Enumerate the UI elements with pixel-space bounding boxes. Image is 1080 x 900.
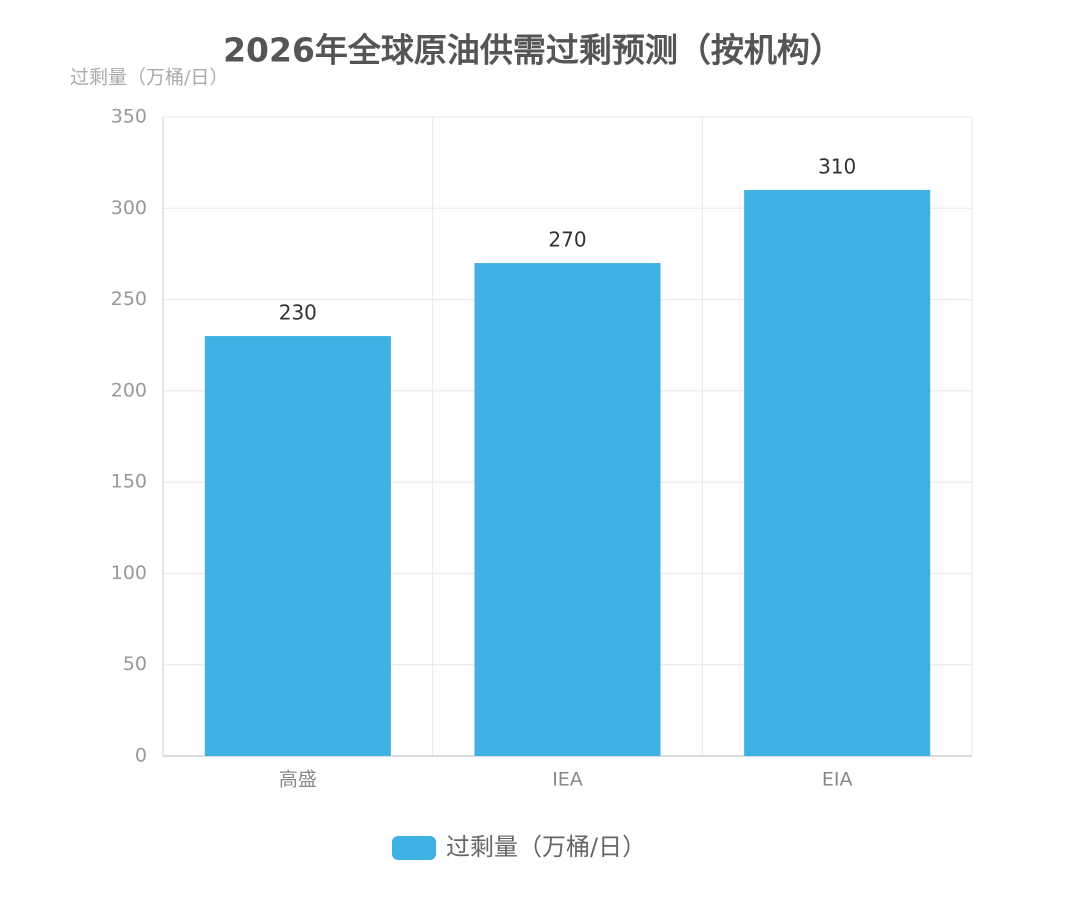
y-tick-label: 250 (111, 288, 147, 310)
chart-title: 2026年全球原油供需过剩预测（按机构） (223, 31, 843, 70)
y-tick-label: 0 (135, 745, 147, 767)
y-tick-label: 100 (111, 562, 147, 584)
y-tick-label: 300 (111, 197, 147, 219)
x-tick-label: 高盛 (279, 769, 317, 791)
x-tick-label: EIA (822, 769, 853, 791)
data-label: 270 (548, 228, 586, 252)
y-tick-label: 150 (111, 471, 147, 493)
data-label: 310 (818, 155, 856, 179)
legend-swatch (392, 836, 436, 860)
bar (744, 190, 931, 756)
y-tick-label: 200 (111, 379, 147, 401)
x-tick-label: IEA (552, 769, 583, 791)
y-axis-label: 过剩量（万桶/日） (70, 67, 228, 89)
y-tick-label: 350 (111, 106, 147, 128)
data-label: 230 (279, 301, 317, 325)
legend-label: 过剩量（万桶/日） (446, 833, 646, 861)
bar (474, 263, 661, 756)
y-tick-label: 50 (123, 653, 147, 675)
bar (204, 336, 391, 756)
